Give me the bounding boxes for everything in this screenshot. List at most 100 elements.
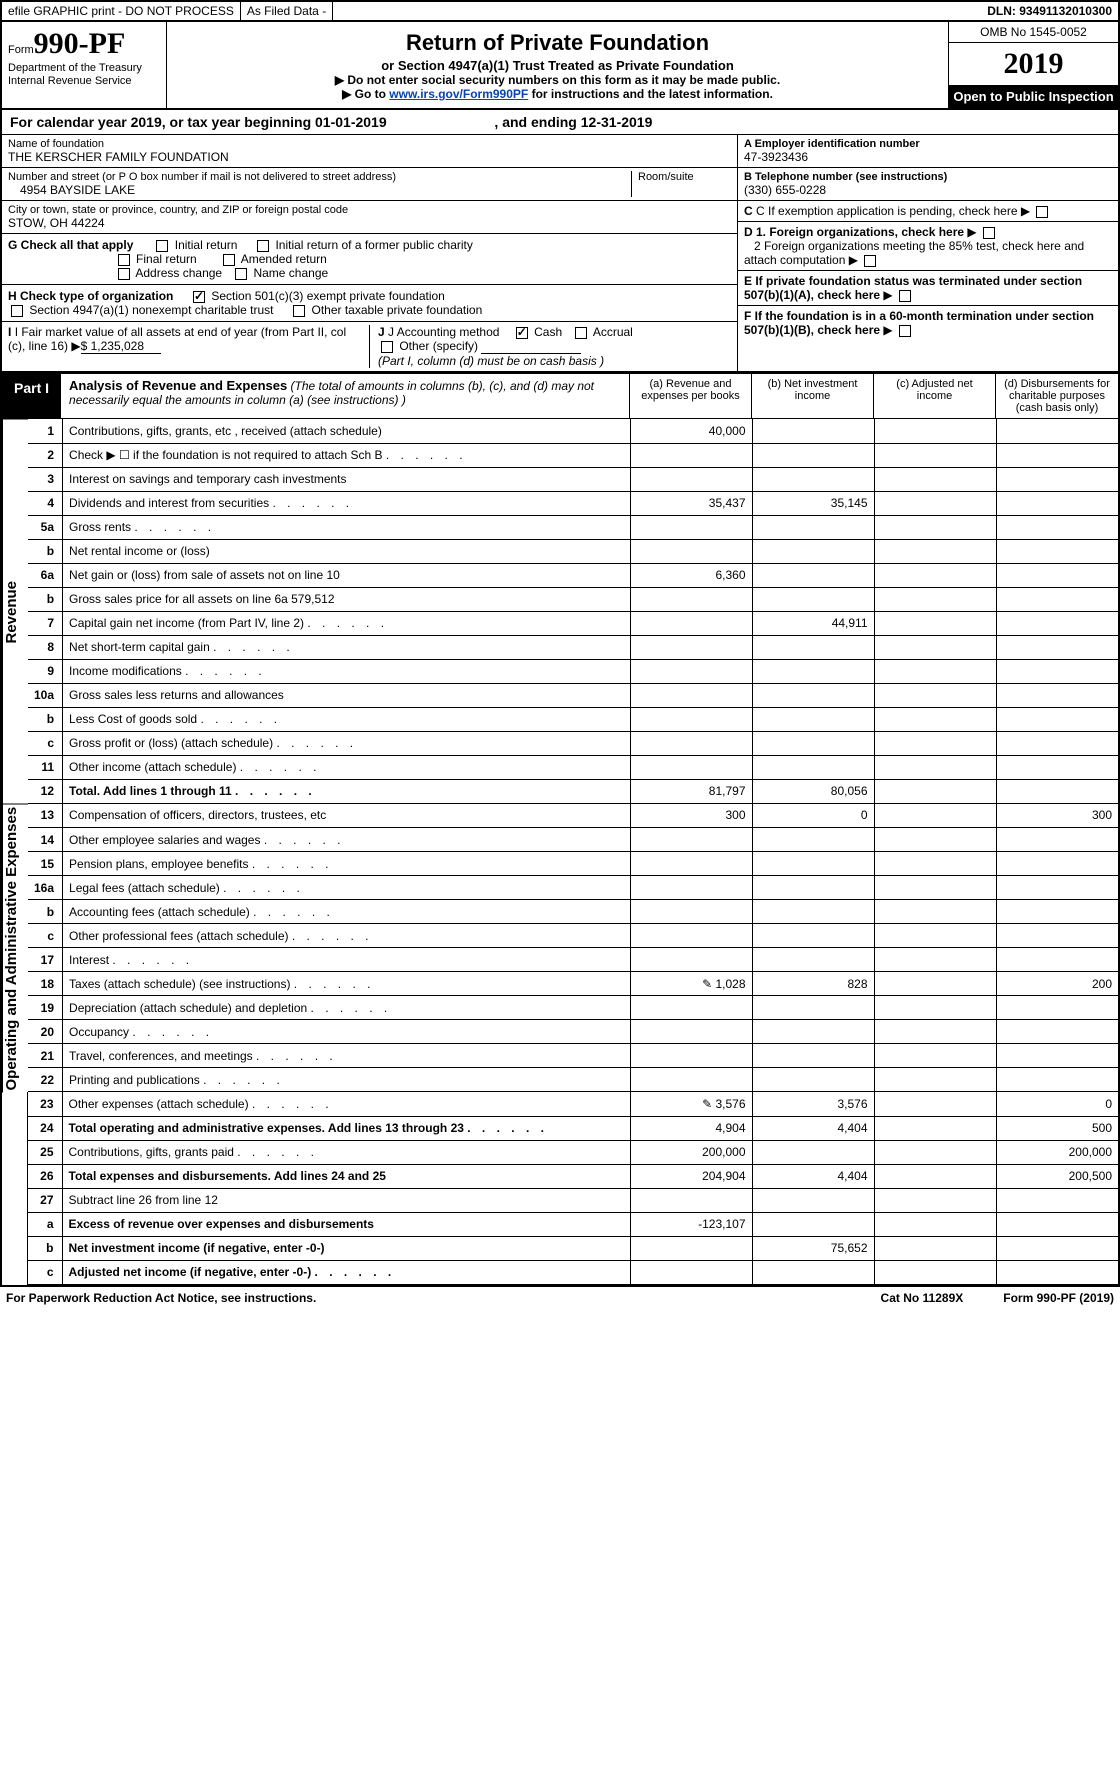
col-d-value — [996, 707, 1118, 731]
col-a-value — [630, 900, 752, 924]
checkbox-4947[interactable] — [11, 305, 23, 317]
col-b-value — [752, 443, 874, 467]
col-b-value — [752, 659, 874, 683]
table-row: 20Occupancy . . . . . . — [28, 1020, 1118, 1044]
col-c-value — [874, 419, 996, 443]
line-number: c — [28, 731, 63, 755]
col-c-value — [874, 1020, 996, 1044]
line-description: Taxes (attach schedule) (see instruction… — [63, 972, 630, 996]
line-description: Interest on savings and temporary cash i… — [63, 467, 630, 491]
line-description: Less Cost of goods sold . . . . . . — [63, 707, 630, 731]
col-b-value — [752, 1260, 874, 1284]
col-c-value — [874, 515, 996, 539]
line-number: 8 — [28, 635, 63, 659]
line-description: Subtract line 26 from line 12 — [62, 1188, 630, 1212]
table-row: 25Contributions, gifts, grants paid . . … — [28, 1140, 1118, 1164]
col-a-value — [630, 1044, 752, 1068]
col-b-value: 4,404 — [752, 1116, 874, 1140]
table-row: 4Dividends and interest from securities … — [28, 491, 1118, 515]
name-label: Name of foundation — [8, 138, 731, 150]
line-number: 6a — [28, 563, 63, 587]
col-d-value — [996, 779, 1118, 803]
table-row: 22Printing and publications . . . . . . — [28, 1068, 1118, 1092]
table-row: 7Capital gain net income (from Part IV, … — [28, 611, 1118, 635]
footer-right: Form 990-PF (2019) — [1003, 1291, 1114, 1305]
header-right: OMB No 1545-0052 2019 Open to Public Ins… — [948, 22, 1118, 108]
table-row: 16aLegal fees (attach schedule) . . . . … — [28, 876, 1118, 900]
checkbox-name-change[interactable] — [235, 268, 247, 280]
irs-link[interactable]: www.irs.gov/Form990PF — [389, 87, 528, 101]
line-description: Dividends and interest from securities .… — [63, 491, 630, 515]
inspection-notice: Open to Public Inspection — [949, 85, 1118, 108]
line-description: Gross sales less returns and allowances — [63, 683, 630, 707]
line-number: 19 — [28, 996, 63, 1020]
header-center: Return of Private Foundation or Section … — [167, 22, 948, 108]
col-d-value — [996, 948, 1118, 972]
section-h: H Check type of organization Section 501… — [2, 285, 737, 322]
col-a-value — [630, 611, 752, 635]
line-description: Contributions, gifts, grants, etc , rece… — [63, 419, 630, 443]
col-b-value — [752, 1044, 874, 1068]
attachment-icon[interactable]: ✎ — [702, 1097, 712, 1111]
line-number: 14 — [28, 828, 63, 852]
col-b-value: 35,145 — [752, 491, 874, 515]
col-c-value — [874, 876, 996, 900]
col-c-value — [874, 539, 996, 563]
checkbox-501c3[interactable] — [193, 291, 205, 303]
form-subtitle: or Section 4947(a)(1) Trust Treated as P… — [187, 58, 928, 73]
checkbox-e[interactable] — [899, 290, 911, 302]
section-i-j: I I Fair market value of all assets at e… — [2, 322, 737, 371]
col-c-header: (c) Adjusted net income — [874, 374, 996, 418]
checkbox-initial-former[interactable] — [257, 240, 269, 252]
col-c-value — [874, 659, 996, 683]
col-a-value — [630, 852, 752, 876]
line-description: Net rental income or (loss) — [63, 539, 630, 563]
col-b-value — [752, 924, 874, 948]
checkbox-c[interactable] — [1036, 206, 1048, 218]
part-tag: Part I — [2, 374, 61, 418]
line-description: Total. Add lines 1 through 11 . . . . . … — [63, 779, 630, 803]
checkbox-d1[interactable] — [983, 227, 995, 239]
opex-section: Operating and Administrative Expenses 13… — [2, 804, 1118, 1093]
checkbox-amended-return[interactable] — [223, 254, 235, 266]
line-description: Total expenses and disbursements. Add li… — [62, 1164, 630, 1188]
col-d-value — [996, 515, 1118, 539]
omb-number: OMB No 1545-0052 — [949, 22, 1118, 43]
header-left: Form990-PF Department of the Treasury In… — [2, 22, 167, 108]
form-prefix: Form — [8, 44, 34, 56]
table-row: bLess Cost of goods sold . . . . . . — [28, 707, 1118, 731]
checkbox-cash[interactable] — [516, 327, 528, 339]
line-number: 27 — [28, 1188, 62, 1212]
col-c-value — [874, 1092, 996, 1116]
checkbox-initial-return[interactable] — [156, 240, 168, 252]
col-d-value — [996, 1236, 1118, 1260]
checkbox-final-return[interactable] — [118, 254, 130, 266]
attachment-icon[interactable]: ✎ — [702, 977, 712, 991]
opex-label: Operating and Administrative Expenses — [2, 804, 28, 1093]
checkbox-d2[interactable] — [864, 255, 876, 267]
col-b-value — [752, 587, 874, 611]
checkbox-address-change[interactable] — [118, 268, 130, 280]
line-description: Gross profit or (loss) (attach schedule)… — [63, 731, 630, 755]
top-bar: efile GRAPHIC print - DO NOT PROCESS As … — [2, 2, 1118, 22]
checkbox-f[interactable] — [899, 325, 911, 337]
checkbox-other-taxable[interactable] — [293, 305, 305, 317]
opex-table: 13Compensation of officers, directors, t… — [28, 804, 1118, 1093]
col-c-value — [874, 491, 996, 515]
section-c: C C If exemption application is pending,… — [738, 201, 1118, 222]
col-a-value — [630, 731, 752, 755]
col-a-value: 35,437 — [630, 491, 752, 515]
col-d-value: 500 — [996, 1116, 1118, 1140]
col-b-value — [752, 419, 874, 443]
col-d-value — [996, 539, 1118, 563]
checkbox-accrual[interactable] — [575, 327, 587, 339]
line-number: 26 — [28, 1164, 62, 1188]
checkbox-other-method[interactable] — [381, 341, 393, 353]
col-a-value — [630, 467, 752, 491]
col-b-value: 75,652 — [752, 1236, 874, 1260]
table-row: 23Other expenses (attach schedule) . . .… — [28, 1092, 1118, 1116]
table-row: 24Total operating and administrative exp… — [28, 1116, 1118, 1140]
line-number: 15 — [28, 852, 63, 876]
col-b-value — [752, 515, 874, 539]
calendar-year-row: For calendar year 2019, or tax year begi… — [2, 110, 1118, 135]
